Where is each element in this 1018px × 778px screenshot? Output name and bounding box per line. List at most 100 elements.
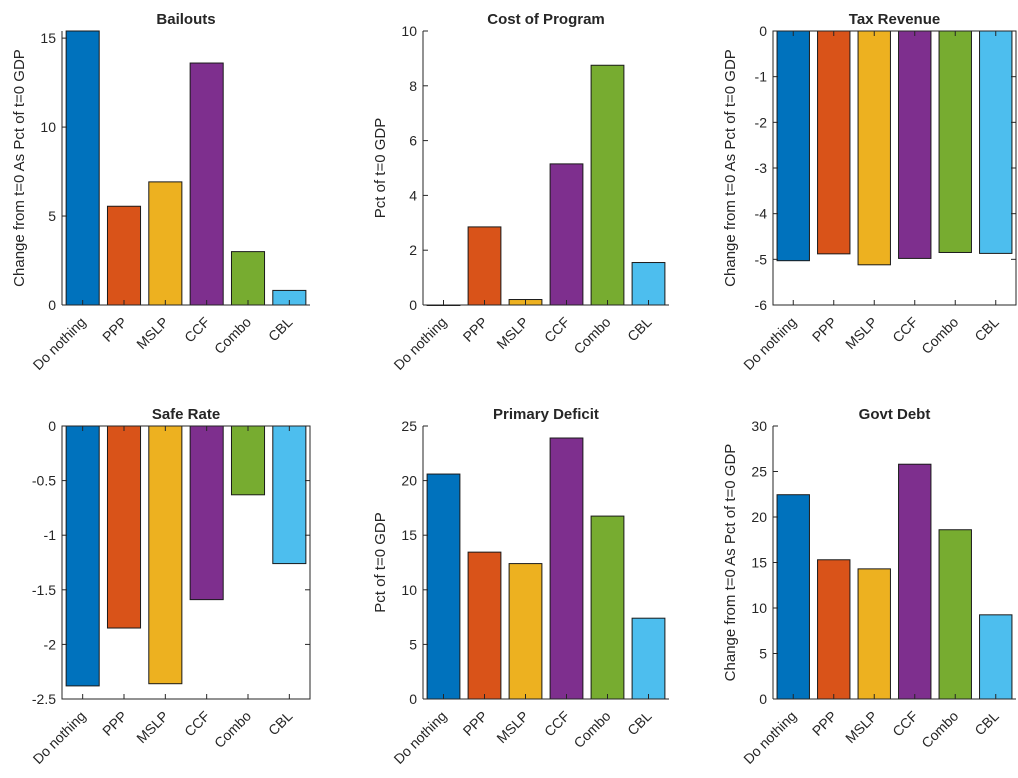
x-tick-label: PPP	[459, 708, 490, 739]
bar-cbl	[979, 614, 1013, 700]
bar-ppp	[467, 226, 502, 306]
y-tick-label: 0	[48, 418, 56, 434]
bar-do-nothing	[65, 425, 100, 687]
x-tick-label: CCF	[541, 314, 573, 346]
y-tick-label: 20	[401, 473, 417, 489]
bar-ccf	[549, 437, 584, 700]
y-axis-label: Pct of t=0 GDP	[372, 118, 389, 218]
y-axis-label: Change from t=0 As Pct of t=0 GDP	[722, 444, 739, 682]
x-tick-label: MSLP	[493, 314, 531, 352]
y-axis-label: Change from t=0 As Pct of t=0 GDP	[11, 49, 28, 287]
x-tick-label: Combo	[918, 708, 961, 751]
y-tick-label: 25	[751, 464, 767, 480]
y-tick-label: 4	[409, 187, 417, 203]
x-tick-label: PPP	[459, 314, 490, 345]
y-tick-label: 0	[409, 297, 417, 313]
bar-cbl	[631, 262, 666, 306]
bar-cbl	[272, 425, 307, 565]
y-tick-label: -0.5	[32, 473, 56, 489]
x-tick-label: Do nothing	[740, 314, 799, 373]
bar-ppp	[106, 425, 142, 629]
x-tick-label: Combo	[918, 314, 961, 357]
y-tick-label: 6	[409, 133, 417, 149]
y-tick-label: -4	[755, 206, 768, 222]
x-tick-label: CCF	[889, 708, 921, 740]
bar-combo	[230, 251, 266, 306]
x-tick-label: CCF	[541, 708, 573, 740]
y-tick-label: 0	[759, 691, 767, 707]
x-tick-label: Combo	[211, 708, 254, 751]
chart-title: Bailouts	[156, 11, 215, 28]
x-tick-label: MSLP	[133, 314, 171, 352]
x-tick-label: CBL	[624, 708, 655, 739]
y-tick-label: 5	[759, 646, 767, 662]
y-tick-label: 10	[401, 23, 417, 39]
y-tick-label: -2	[755, 114, 768, 130]
x-tick-label: PPP	[809, 708, 840, 739]
bar-ppp	[817, 559, 851, 700]
bar-combo	[590, 515, 625, 700]
x-tick-label: Do nothing	[740, 708, 799, 767]
bar-cbl	[631, 617, 666, 700]
bar-do-nothing	[426, 473, 461, 700]
bar-ccf	[549, 163, 584, 306]
y-tick-label: 10	[40, 119, 56, 135]
y-tick-label: -1	[44, 527, 57, 543]
bar-combo	[590, 64, 625, 306]
x-tick-label: CBL	[265, 708, 296, 739]
x-tick-label: MSLP	[133, 708, 171, 746]
bar-ccf	[189, 62, 224, 306]
bar-combo	[938, 529, 972, 700]
chart-title: Cost of Program	[487, 11, 605, 28]
chart-title: Tax Revenue	[849, 11, 940, 28]
x-tick-label: CCF	[181, 708, 213, 740]
x-tick-label: MSLP	[842, 708, 880, 746]
y-axis-label: Pct of t=0 GDP	[372, 512, 389, 612]
y-tick-label: -6	[755, 297, 768, 313]
y-tick-label: -2.5	[32, 691, 56, 707]
bar-combo	[230, 425, 266, 496]
x-tick-label: MSLP	[493, 708, 531, 746]
axes-box	[61, 425, 311, 700]
bar-mslp	[857, 568, 891, 700]
chart-title: Primary Deficit	[493, 406, 599, 423]
x-tick-label: PPP	[99, 314, 130, 345]
bar-mslp	[148, 181, 183, 306]
x-tick-label: CBL	[265, 314, 296, 345]
x-tick-label: CBL	[971, 708, 1002, 739]
y-tick-label: 15	[751, 555, 767, 571]
x-tick-label: Do nothing	[390, 314, 449, 373]
y-tick-label: 0	[759, 23, 767, 39]
bar-do-nothing	[65, 30, 100, 306]
x-tick-label: CCF	[889, 314, 921, 346]
chart-title: Govt Debt	[859, 406, 931, 423]
bar-mslp	[508, 563, 543, 700]
bar-ppp	[106, 205, 142, 306]
x-tick-label: CBL	[971, 314, 1002, 345]
y-tick-label: 2	[409, 242, 417, 258]
y-tick-label: -2	[44, 636, 57, 652]
y-tick-label: 20	[751, 509, 767, 525]
x-tick-label: Combo	[211, 314, 254, 357]
y-tick-label: 0	[48, 297, 56, 313]
y-tick-label: -1	[755, 69, 768, 85]
x-tick-label: MSLP	[842, 314, 880, 352]
bar-ppp	[817, 30, 851, 255]
bar-mslp	[148, 425, 183, 685]
x-tick-label: Combo	[570, 314, 613, 357]
bar-ccf	[898, 30, 932, 259]
bar-cbl	[979, 30, 1013, 254]
y-tick-label: 5	[48, 208, 56, 224]
x-tick-label: Combo	[570, 708, 613, 751]
y-tick-label: 5	[409, 636, 417, 652]
y-axis-label: Change from t=0 As Pct of t=0 GDP	[722, 49, 739, 287]
y-tick-label: -1.5	[32, 582, 56, 598]
x-tick-label: PPP	[809, 314, 840, 345]
x-tick-label: Do nothing	[390, 708, 449, 767]
